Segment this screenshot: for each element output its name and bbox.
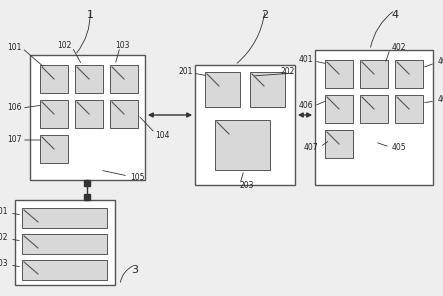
Bar bbox=[75, 65, 103, 93]
Bar bbox=[30, 55, 145, 180]
Text: 201: 201 bbox=[179, 67, 193, 76]
Bar bbox=[360, 60, 388, 88]
Text: 103: 103 bbox=[115, 41, 129, 49]
Bar bbox=[110, 65, 138, 93]
Bar bbox=[325, 95, 353, 123]
Bar bbox=[22, 208, 107, 228]
Text: 4: 4 bbox=[392, 10, 399, 20]
Bar bbox=[215, 120, 270, 170]
Bar bbox=[315, 50, 433, 185]
Text: 102: 102 bbox=[58, 41, 72, 49]
Text: 2: 2 bbox=[261, 10, 268, 20]
Bar bbox=[22, 234, 107, 254]
Bar bbox=[195, 65, 295, 185]
Text: 303: 303 bbox=[0, 260, 8, 268]
Text: 1: 1 bbox=[86, 10, 93, 20]
Text: 105: 105 bbox=[130, 173, 144, 183]
Bar bbox=[395, 95, 423, 123]
Text: 402: 402 bbox=[392, 44, 407, 52]
Text: 301: 301 bbox=[0, 207, 8, 216]
Bar bbox=[250, 72, 285, 107]
Bar bbox=[325, 130, 353, 158]
Bar bbox=[40, 135, 68, 163]
Text: 3: 3 bbox=[132, 265, 139, 275]
Text: 106: 106 bbox=[8, 104, 22, 112]
Bar bbox=[395, 60, 423, 88]
Bar bbox=[205, 72, 240, 107]
Bar bbox=[110, 100, 138, 128]
Text: 107: 107 bbox=[8, 136, 22, 144]
Bar bbox=[15, 200, 115, 285]
Text: 401: 401 bbox=[299, 56, 313, 65]
Bar bbox=[325, 60, 353, 88]
Text: 302: 302 bbox=[0, 234, 8, 242]
Text: 202: 202 bbox=[280, 67, 295, 76]
Text: 101: 101 bbox=[8, 44, 22, 52]
Text: 104: 104 bbox=[155, 131, 170, 139]
Bar bbox=[40, 65, 68, 93]
Bar bbox=[40, 100, 68, 128]
Text: 406: 406 bbox=[299, 101, 313, 110]
Text: 405: 405 bbox=[392, 144, 407, 152]
Bar bbox=[75, 100, 103, 128]
Text: 403: 403 bbox=[438, 57, 443, 67]
Text: 203: 203 bbox=[240, 181, 254, 189]
Text: 404: 404 bbox=[438, 96, 443, 104]
Bar bbox=[360, 95, 388, 123]
Bar bbox=[22, 260, 107, 280]
Text: 407: 407 bbox=[303, 144, 318, 152]
